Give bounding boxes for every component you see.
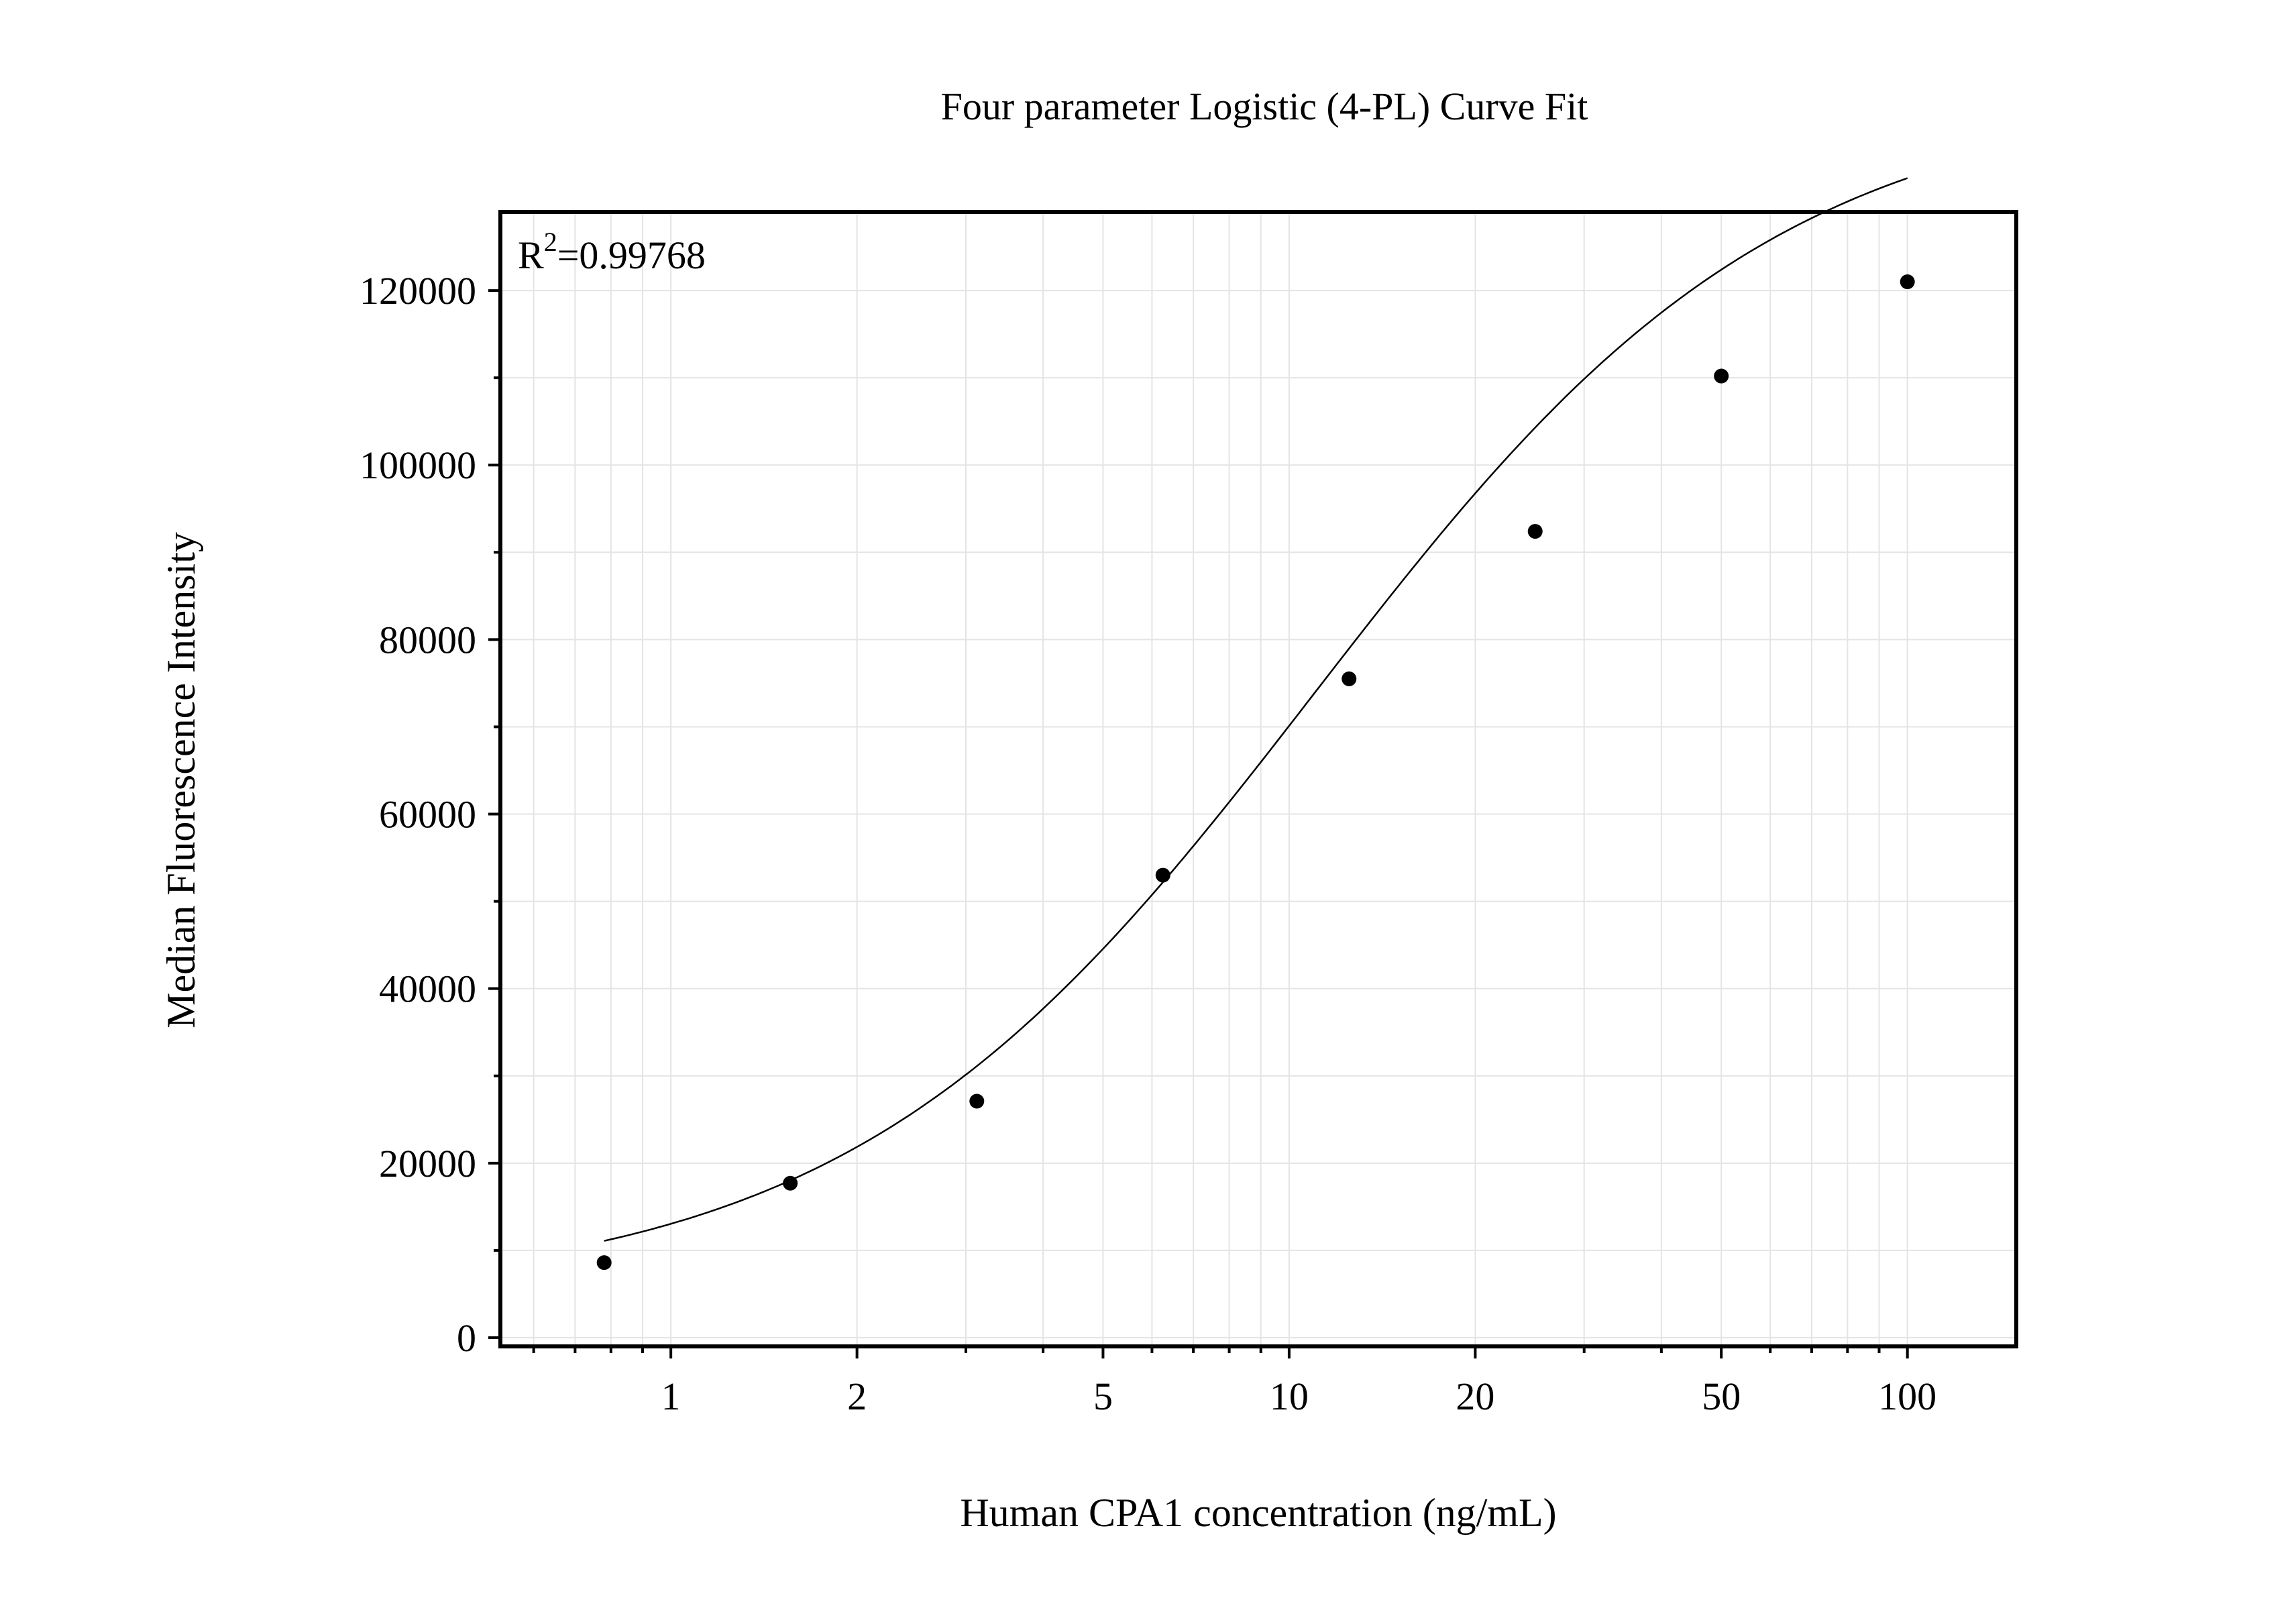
x-tick-label: 20 — [1456, 1375, 1494, 1418]
r-squared-annotation: R2=0.99768 — [518, 227, 706, 277]
r-squared-value: =0.99768 — [557, 233, 706, 277]
x-tick-label: 100 — [1878, 1375, 1936, 1418]
data-point — [783, 1175, 798, 1191]
y-axis-label: Median Fluorescence Intensity — [159, 532, 203, 1028]
x-tick-label: 10 — [1270, 1375, 1309, 1418]
y-tick-label: 60000 — [379, 793, 476, 837]
x-tick-label: 2 — [847, 1375, 867, 1418]
data-point — [1714, 368, 1729, 384]
axis-ticks — [488, 289, 1909, 1358]
y-tick-label: 20000 — [379, 1142, 476, 1185]
y-tick-labels: 0 20000 40000 60000 80000 100000 120000 — [360, 269, 476, 1360]
chart-title: Four parameter Logistic (4-PL) Curve Fit — [941, 85, 1588, 128]
grid — [500, 212, 2016, 1346]
data-point — [1900, 274, 1915, 290]
r-squared-superscript: 2 — [544, 227, 557, 257]
data-point — [1155, 867, 1170, 883]
data-point — [1527, 524, 1543, 539]
y-tick-label: 80000 — [379, 618, 476, 661]
x-tick-label: 5 — [1093, 1375, 1113, 1418]
y-tick-label: 120000 — [360, 269, 476, 313]
fit-curve-layer — [604, 177, 1908, 1242]
y-tick-label: 40000 — [379, 967, 476, 1011]
data-point — [969, 1093, 985, 1109]
plot-frame — [498, 210, 2018, 1348]
x-tick-label: 50 — [1702, 1375, 1741, 1418]
x-tick-labels: 1 2 5 10 20 50 100 — [661, 1375, 1937, 1418]
data-point — [596, 1255, 612, 1271]
y-tick-label: 0 — [457, 1316, 476, 1360]
data-points — [596, 274, 1915, 1271]
x-axis-label: Human CPA1 concentration (ng/mL) — [960, 1491, 1556, 1535]
y-tick-label: 100000 — [360, 443, 476, 487]
data-point — [1342, 671, 1357, 686]
fit-curve — [604, 177, 1908, 1242]
x-tick-label: 1 — [661, 1375, 681, 1418]
r-squared-prefix: R — [518, 233, 544, 277]
